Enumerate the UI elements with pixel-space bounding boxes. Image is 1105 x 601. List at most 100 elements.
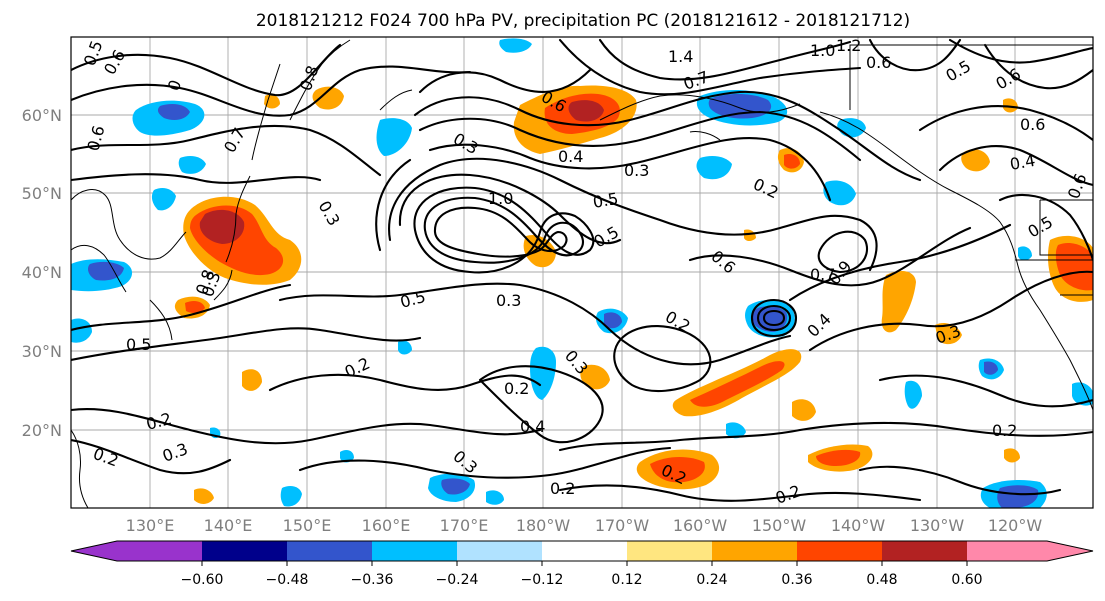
colorbar-segment [457, 541, 542, 561]
pv-contour-line [788, 223, 1012, 302]
pv-contour-line [688, 226, 972, 287]
pv-contour-line [878, 374, 1093, 408]
colorbar-outline [70, 540, 1094, 562]
lon-label: 130°W [910, 516, 965, 535]
precip-negative-area [151, 188, 176, 211]
contour-label: 1.2 [836, 36, 861, 55]
pv-contour-line [71, 124, 382, 177]
pv-contour-line [558, 38, 862, 96]
precip-negative-area [398, 340, 412, 355]
pv-contour-line [558, 421, 1093, 452]
pv-contour-line [398, 173, 622, 245]
lat-label: 20°N [22, 421, 62, 440]
lat-label: 40°N [22, 263, 62, 282]
contour-label: 0.2 [550, 479, 575, 498]
precip-negative-area [604, 312, 622, 329]
lon-label: 140°W [831, 516, 886, 535]
pv-contour-loop [478, 365, 604, 444]
colorbar-segment [712, 541, 797, 561]
border-line [1015, 259, 1093, 296]
pv-contour-loop [756, 304, 792, 332]
pv-contour-line [428, 136, 832, 202]
coastline [225, 175, 251, 263]
precip-positive-area [816, 449, 861, 466]
pv-contour-line [868, 38, 962, 72]
precip-negative-area [530, 346, 556, 400]
pv-contour-line [71, 327, 422, 362]
colorbar-segment [797, 541, 882, 561]
pv-contour-loop [433, 206, 568, 258]
contour-label: 1.4 [668, 47, 693, 66]
map-frame [70, 36, 1094, 509]
pv-contour-loop [413, 186, 595, 274]
colorbar: −0.60 −0.48 −0.36 −0.24 −0.12 0.12 0.24 … [70, 540, 1094, 588]
lon-label: 150°W [752, 516, 807, 535]
precip-negative-area [340, 450, 354, 463]
coastline [71, 429, 89, 508]
precip-positive-area [312, 86, 344, 110]
precip-negative-area [499, 38, 532, 53]
precip-negative-area [1018, 246, 1032, 261]
colorbar-tick-label: −0.48 [266, 572, 309, 588]
pv-contour-line [558, 484, 922, 502]
coastline [149, 299, 173, 341]
pv-contour-line [278, 282, 792, 366]
lat-label: 60°N [22, 106, 62, 125]
pv-contour-line [71, 65, 472, 117]
colorbar-segment [627, 541, 712, 561]
coastline [213, 269, 233, 301]
contour-label: 0.6 [866, 53, 891, 72]
pv-contour-loop [750, 298, 798, 338]
colorbar-ticks [201, 561, 968, 566]
pv-contour-line [388, 157, 878, 272]
colorbar-tick-label: 0.36 [781, 572, 812, 588]
coastline [599, 94, 801, 121]
colorbar-tick-label: −0.36 [351, 572, 394, 588]
precip-positive-area [961, 149, 990, 172]
colorbar-segment [202, 541, 287, 561]
pv-contour-line [71, 408, 542, 445]
precip-negative-area [280, 486, 302, 507]
precip-positive-area [264, 94, 280, 109]
contour-label: 0.6 [1020, 115, 1045, 134]
precip-positive-area [580, 364, 610, 390]
precip-positive-area [935, 323, 962, 345]
precip-negative-area [88, 261, 124, 281]
precip-negative-area [823, 180, 856, 206]
precip-positive-area [690, 361, 785, 407]
coastline [689, 131, 721, 141]
precip-negative-area [441, 478, 470, 495]
map-panel: 0.5 0.6 1.4 1.0 1.2 0.6 0.5 0.7 0.8 0.6 … [70, 36, 1094, 509]
coastline [251, 63, 281, 161]
pv-contour-line [983, 43, 1093, 90]
precip-positive-area [650, 456, 705, 483]
contour-label: 0.7 [810, 265, 835, 284]
contour-label: 0.4 [558, 147, 583, 166]
coastline [819, 111, 1001, 223]
coastline [289, 39, 351, 121]
precip-negative-area [997, 485, 1039, 508]
colorbar-segment [542, 541, 627, 561]
contour-label: 1.0 [810, 41, 835, 60]
lon-label: 160°E [362, 516, 411, 535]
pv-contour-line [413, 90, 922, 182]
pv-contour-loop [613, 325, 712, 393]
contour-label: 0.4 [1008, 151, 1036, 174]
colorbar-tick-label: 0.60 [951, 572, 982, 588]
colorbar-extend-low [71, 541, 117, 561]
colorbar-tick-label: 0.48 [866, 572, 897, 588]
coastline [71, 189, 187, 260]
precip-positive-area [242, 369, 262, 391]
contour-label: 0.5 [591, 189, 619, 212]
precip-positive-area [199, 209, 245, 244]
pv-contour-line [918, 105, 1093, 142]
lon-label: 150°E [283, 516, 332, 535]
pv-contour-line [418, 110, 862, 162]
colorbar-tick-label: 0.24 [696, 572, 727, 588]
pv-contour-loop [817, 230, 868, 274]
coastline [379, 89, 413, 111]
precip-negative-area [71, 318, 92, 343]
lat-label: 30°N [22, 342, 62, 361]
precip-positive-area [194, 488, 214, 504]
contour-label: 0.2 [992, 421, 1017, 440]
